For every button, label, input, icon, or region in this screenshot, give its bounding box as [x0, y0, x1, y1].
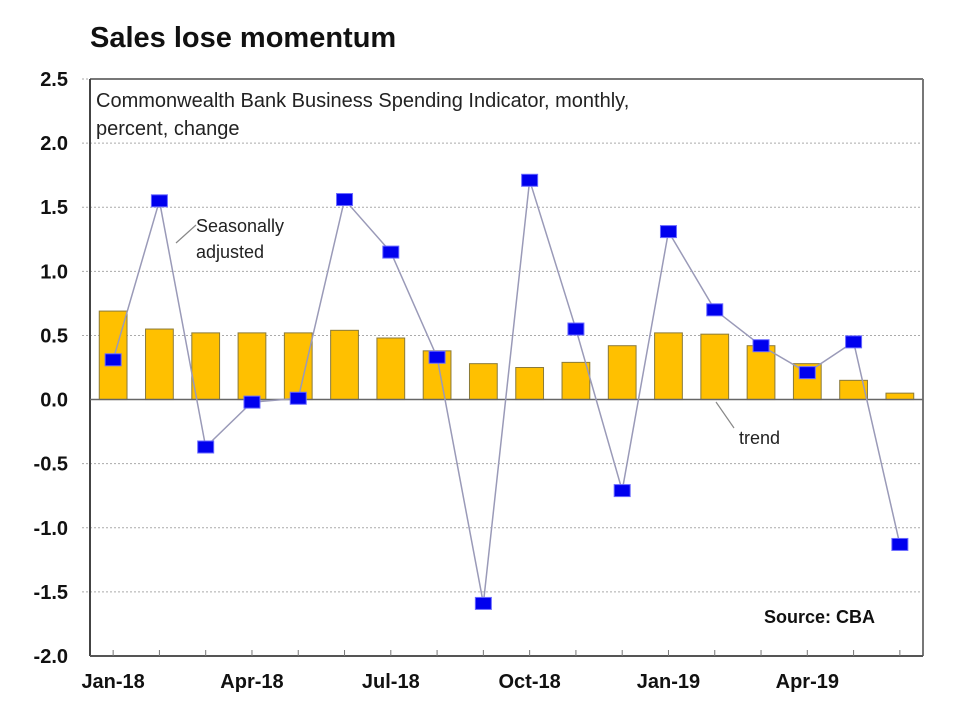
trend-bar	[607, 345, 637, 401]
x-tick-label: Jul-18	[362, 671, 420, 693]
seasonally-adjusted-marker	[798, 366, 816, 380]
seasonally-adjusted-marker	[382, 245, 400, 259]
y-tick-label: 1.0	[40, 261, 68, 283]
trend-bar	[376, 337, 406, 401]
seasonally-adjusted-marker	[197, 440, 215, 454]
seasonally-adjusted-markers	[104, 173, 909, 610]
y-tick-label: 2.5	[40, 69, 68, 91]
seasonally-adjusted-marker	[613, 484, 631, 498]
seasonally-adjusted-marker	[243, 395, 261, 409]
trend-bar	[283, 332, 313, 401]
seasonally-adjusted-marker	[891, 537, 909, 551]
trend-bar	[654, 332, 683, 401]
trend-bar	[237, 332, 267, 401]
x-axis-ticks: Jan-18 Apr-18 Jul-18 Oct-18 Jan-19 Apr-19	[81, 650, 901, 693]
y-tick-label: -0.5	[34, 454, 68, 476]
seasonally-adjusted-marker	[567, 322, 585, 336]
y-axis-ticks: 2.5 2.0 1.5 1.0 0.5 0.0 -0.5 -1.0 -1.5 -2.0	[34, 69, 68, 668]
seasonally-adjusted-marker	[336, 193, 354, 207]
sa-annotation-line-1: Seasonally	[196, 216, 284, 236]
seasonally-adjusted-marker	[289, 391, 307, 405]
trend-annotation: trend	[739, 428, 780, 448]
x-tick-label: Apr-19	[776, 671, 839, 693]
y-tick-label: -1.5	[34, 582, 68, 604]
seasonally-adjusted-marker	[104, 353, 122, 367]
x-tick-label: Jan-19	[637, 671, 700, 693]
source-label: Source: CBA	[764, 607, 875, 627]
axes	[89, 78, 924, 657]
y-tick-label: -1.0	[34, 518, 68, 540]
chart-title: Sales lose momentum	[90, 22, 397, 54]
trend-bar	[746, 345, 776, 401]
trend-bar	[561, 361, 591, 401]
seasonally-adjusted-marker	[706, 303, 724, 317]
trend-bar	[145, 328, 174, 401]
y-tick-label: 0.0	[40, 390, 68, 412]
trend-bar	[468, 363, 498, 401]
y-tick-label: -2.0	[34, 646, 68, 668]
x-tick-label: Apr-18	[220, 671, 283, 693]
seasonally-adjusted-marker	[474, 596, 492, 610]
x-tick-label: Oct-18	[499, 671, 561, 693]
seasonally-adjusted-marker	[521, 173, 539, 187]
trend-bar	[515, 367, 545, 401]
trend-callout-line	[715, 401, 735, 429]
sa-annotation-line-2: adjusted	[196, 242, 264, 262]
trend-bar	[191, 332, 221, 401]
y-tick-label: 2.0	[40, 133, 68, 155]
trend-bar	[885, 392, 915, 401]
sa-callout-line	[175, 224, 197, 244]
trend-bar	[700, 333, 730, 401]
seasonally-adjusted-marker	[150, 194, 168, 208]
y-tick-label: 1.5	[40, 197, 68, 219]
seasonally-adjusted-marker	[428, 350, 446, 364]
chart-subtitle-line-2: percent, change	[96, 118, 239, 140]
x-tick-label: Jan-18	[81, 671, 144, 693]
seasonally-adjusted-marker	[659, 225, 677, 239]
y-tick-label: 0.5	[40, 325, 68, 347]
chart-subtitle-line-1: Commonwealth Bank Business Spending Indi…	[96, 90, 629, 112]
seasonally-adjusted-marker	[845, 335, 863, 349]
trend-bar	[330, 329, 359, 401]
seasonally-adjusted-marker	[752, 339, 770, 353]
